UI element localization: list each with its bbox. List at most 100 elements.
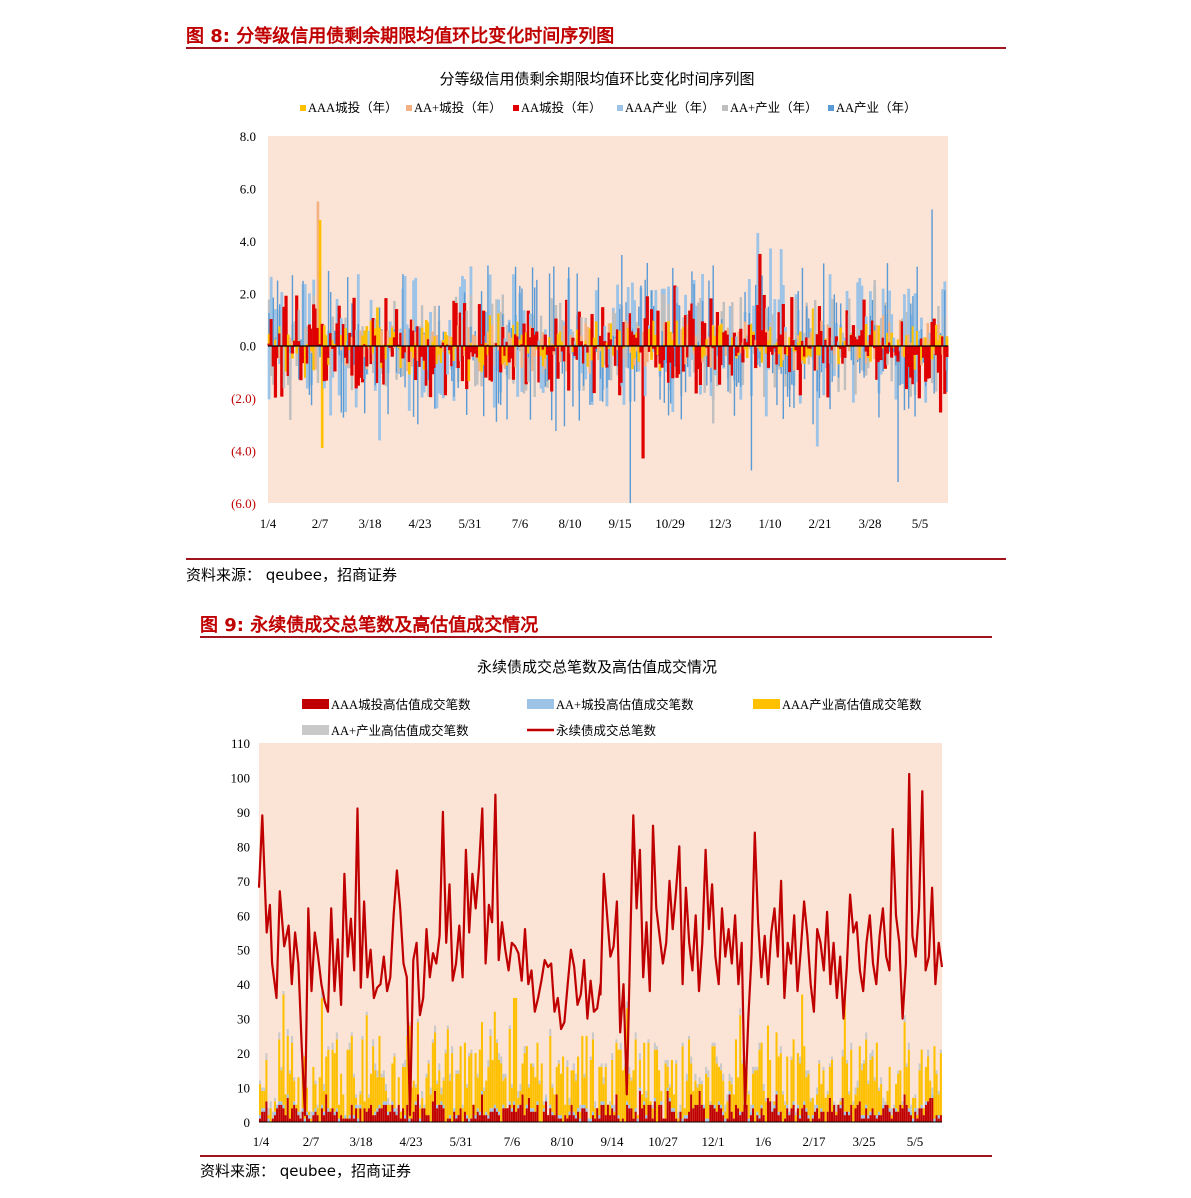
bar [259,1080,262,1085]
bar [826,1111,829,1122]
bar [673,1111,676,1122]
bar [338,345,340,356]
bar [782,345,785,419]
bar [583,1108,586,1122]
legend-label: AA+产业（年） [730,101,818,115]
bar [799,1115,802,1119]
bar [286,1035,289,1095]
bar [293,1101,296,1105]
bar [652,320,655,346]
bar [905,1063,908,1067]
bar [720,1070,723,1105]
bar [318,1077,321,1122]
bar [441,345,445,399]
bar [924,345,928,382]
bar [871,1108,874,1122]
bar [541,345,545,350]
bar [348,1115,351,1119]
bar [826,1090,829,1095]
bar [856,327,859,346]
bar [739,297,743,346]
bar [490,345,494,382]
bar [410,345,413,352]
bar [507,345,511,380]
bar [581,1108,584,1122]
bar [775,338,779,346]
bar [786,1108,789,1122]
bar [458,312,462,346]
bar [818,345,821,356]
bar [802,345,807,357]
bar [803,1046,806,1102]
bar [302,280,304,346]
bar [683,1115,686,1119]
bar [335,298,339,346]
bar [534,1111,537,1122]
bar [333,1115,336,1122]
bar [337,305,341,346]
bar [647,1042,650,1105]
x-tick-label: 5/5 [912,516,929,531]
bar [403,276,407,346]
bar [860,1070,863,1116]
bar [289,337,292,346]
bar [674,345,676,367]
bar [694,336,698,346]
figure-9-top-rule [200,636,992,638]
bar [677,344,681,346]
bar [709,1104,712,1122]
bar [705,345,709,348]
bar [688,310,692,346]
bar [602,1077,605,1085]
bar [743,321,747,346]
bar [382,344,386,346]
bar [885,345,890,354]
bar [439,345,443,395]
bar [488,274,492,346]
bar [839,1097,842,1102]
bar [907,1108,910,1112]
bar [552,344,556,346]
bar [895,1084,898,1109]
bar [478,1115,481,1122]
bar [781,1090,784,1095]
bar [816,1087,819,1095]
bar [882,345,884,372]
bar [516,336,520,346]
bar [722,1080,725,1112]
bar [809,332,813,346]
bar [442,1108,445,1122]
bar [454,345,458,349]
bar [440,1087,443,1095]
bar [348,345,352,369]
bar [527,1097,530,1122]
bar [866,335,870,346]
bar [716,345,719,387]
bar [297,1077,300,1112]
bar [649,1104,652,1122]
bar [724,330,728,346]
bar [837,1104,840,1122]
bar [533,287,536,346]
bar [779,249,783,346]
bar [312,304,316,346]
bar [692,1108,695,1122]
bar [733,345,736,416]
bar [734,345,739,356]
bar [654,334,658,346]
bar [538,1080,541,1085]
bar [497,345,500,404]
bar [557,1115,560,1119]
bar [462,303,467,346]
bar [461,319,464,346]
bar [805,1077,808,1109]
bar [921,345,926,358]
bar [517,1104,520,1109]
bar [517,1097,520,1105]
bar [541,332,545,346]
bar [641,345,645,459]
bar [369,1073,373,1105]
x-tick-label: 5/5 [907,1134,924,1149]
bar [839,345,843,350]
bar [427,1059,430,1064]
